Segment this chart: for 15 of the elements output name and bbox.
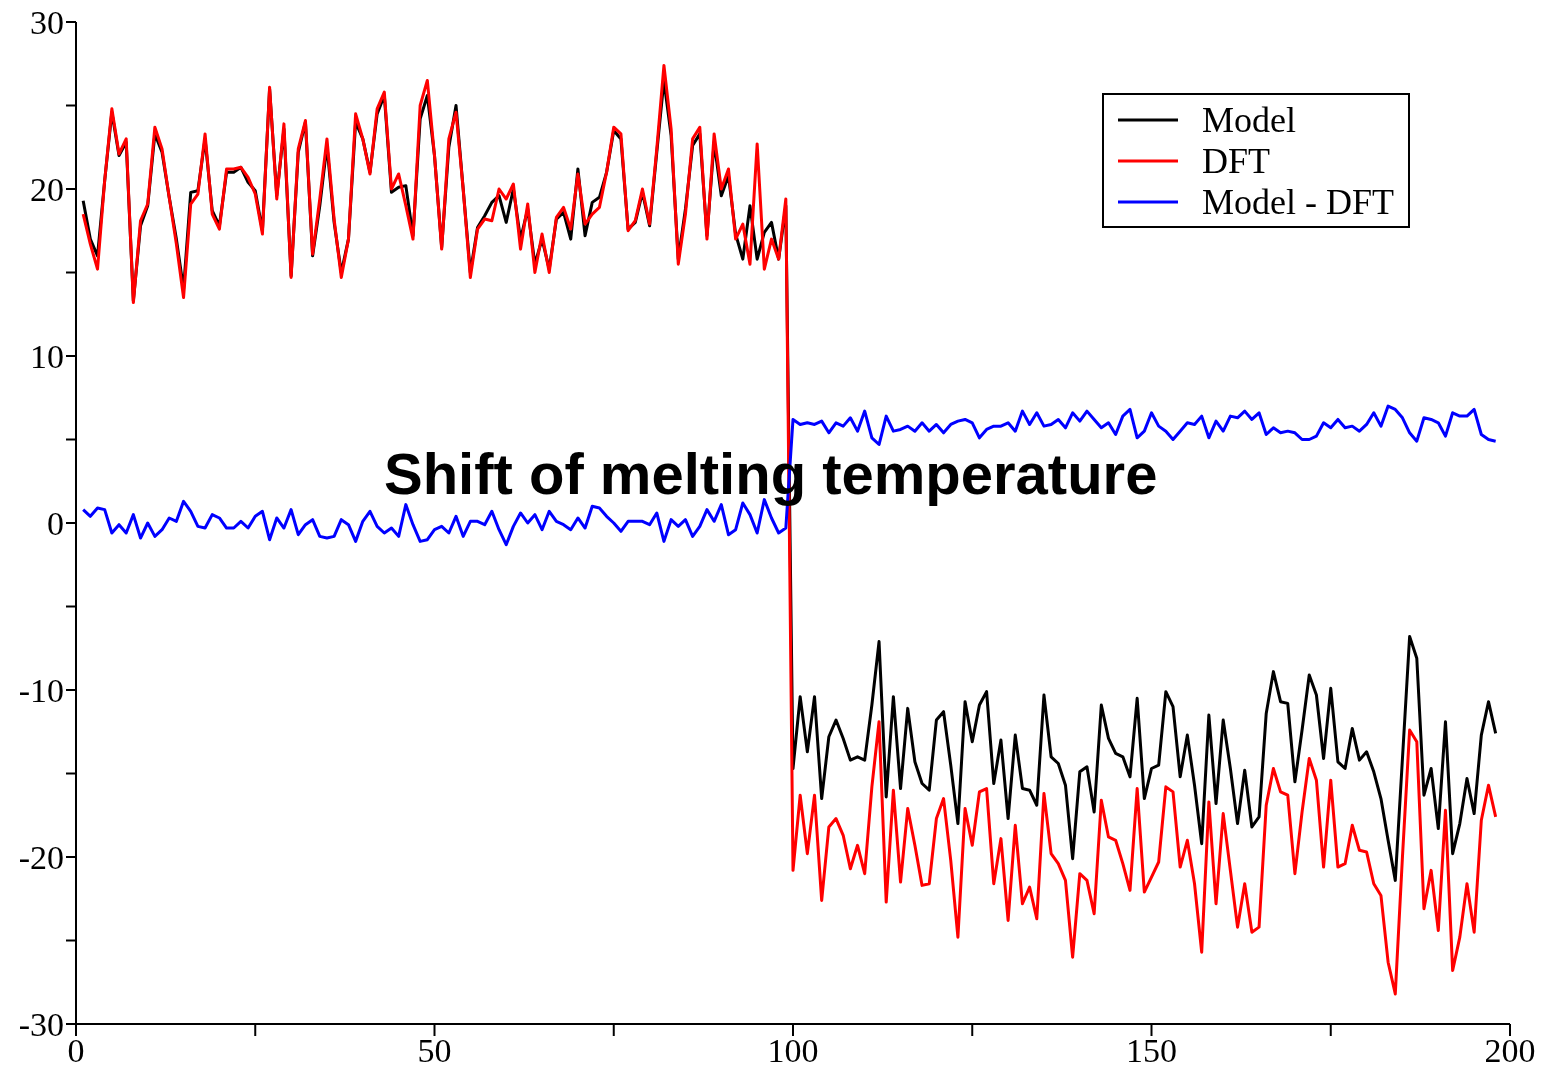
x-tick-label: 200 — [1484, 1032, 1536, 1070]
legend-label: DFT — [1202, 139, 1271, 182]
y-tick-label: 30 — [30, 4, 64, 42]
y-tick-label: -20 — [18, 839, 64, 877]
legend-label: Model — [1202, 98, 1296, 141]
x-tick-label: 100 — [767, 1032, 819, 1070]
y-tick-label: 20 — [30, 171, 64, 209]
y-tick-label: -30 — [18, 1006, 64, 1044]
line-series — [81, 404, 1498, 547]
x-tick-label: 50 — [417, 1032, 452, 1070]
legend-label: Model - DFT — [1202, 180, 1394, 223]
x-tick-label: 150 — [1126, 1032, 1177, 1070]
y-tick-label: 0 — [47, 505, 64, 543]
y-tick-label: -10 — [18, 672, 64, 710]
y-tick-label: 10 — [30, 338, 64, 376]
